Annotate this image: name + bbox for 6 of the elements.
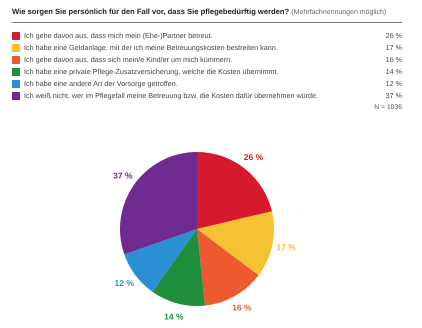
data-label: 37 %	[113, 170, 133, 181]
data-label: 16 %	[232, 302, 252, 313]
data-label: 12 %	[114, 278, 134, 288]
data-label: 17 %	[276, 242, 296, 252]
data-label: 14 %	[164, 311, 184, 322]
data-label: 26 %	[244, 152, 264, 162]
